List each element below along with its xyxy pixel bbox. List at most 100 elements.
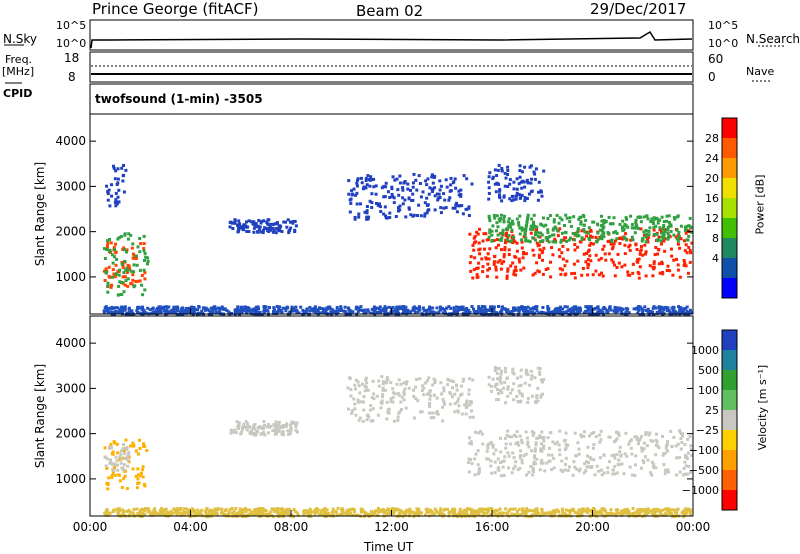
power-panel-cell — [565, 216, 569, 220]
power-panel-cell — [507, 248, 511, 252]
velocity-panel-cell — [670, 512, 673, 515]
power-panel-cell — [515, 241, 519, 245]
velocity-panel-cell — [237, 426, 240, 430]
power-panel-cell — [483, 247, 486, 251]
power-panel-cell — [428, 186, 432, 190]
velocity-panel-frame — [89, 315, 694, 517]
velocity-panel-cell — [349, 394, 353, 398]
velocity-panel-cell — [540, 507, 544, 511]
velocity-panel-cell — [558, 448, 562, 452]
velocity-panel-cell — [510, 388, 514, 392]
velocity-panel-cell — [665, 509, 669, 513]
power-panel-cell — [384, 308, 388, 312]
velocity-panel-cell — [348, 508, 352, 512]
power-panel-cell — [534, 307, 538, 311]
power-panel-cell — [557, 306, 561, 310]
velocity-panel-cell — [143, 484, 147, 488]
velocity-panel-cell — [367, 513, 371, 517]
power-panel-cell — [449, 176, 453, 180]
velocity-panel-cell — [175, 507, 179, 511]
velocity-panel-cell — [644, 432, 648, 436]
velocity-panel-cell — [392, 512, 396, 516]
power-panel-cell — [564, 236, 567, 240]
power-panel-cell — [409, 188, 412, 192]
power-panel-cell — [146, 262, 149, 266]
power-panel-cell — [386, 190, 390, 194]
power-panel-cell — [520, 170, 524, 174]
velocity-panel-cell — [644, 510, 648, 514]
power-panel-cell — [349, 201, 353, 205]
velocity-panel-cell — [525, 436, 529, 440]
power-panel-cell — [659, 306, 663, 310]
power-panel-cell — [407, 196, 411, 200]
cpid-label: CPID — [3, 87, 33, 100]
power-panel-cell — [449, 306, 453, 310]
power-panel-cell — [512, 235, 516, 239]
power-panel-cell — [554, 240, 558, 244]
power-panel-cell — [464, 207, 468, 211]
power-panel-cell — [492, 260, 496, 264]
power-panel-cell — [418, 182, 422, 185]
power-panel-cell — [524, 236, 528, 240]
power-panel-cell — [572, 262, 576, 266]
power-panel-cell — [517, 182, 521, 186]
power-panel-cell — [583, 230, 587, 234]
power-panel-cell — [517, 306, 521, 310]
power-panel-cell — [658, 309, 662, 312]
power-panel-cell — [566, 309, 570, 313]
power-panel-cell — [637, 308, 641, 312]
power-panel-cell — [552, 311, 556, 314]
velocity-panel-cell — [572, 460, 576, 464]
power-panel-colorbar-segment — [722, 238, 737, 259]
velocity-panel-cell — [553, 442, 557, 446]
velocity-panel-cell — [487, 457, 490, 461]
velocity-panel-cell — [386, 378, 390, 382]
velocity-panel-cell — [370, 396, 374, 400]
power-panel-cell — [558, 308, 562, 312]
velocity-panel-cell — [573, 465, 577, 469]
power-panel-cell — [645, 214, 649, 218]
power-panel-cell — [636, 258, 639, 262]
velocity-panel-cell — [481, 442, 485, 446]
velocity-panel-cell — [680, 511, 684, 515]
power-panel-cell — [676, 268, 680, 272]
power-panel-cell — [384, 214, 388, 218]
velocity-panel-cell — [284, 511, 287, 515]
power-panel-cell — [122, 173, 126, 177]
velocity-panel-cell — [575, 467, 579, 471]
velocity-panel-cell — [361, 509, 365, 513]
power-panel-cell — [586, 266, 590, 270]
power-panel-cell — [493, 311, 497, 315]
power-panel-cell — [652, 225, 656, 229]
velocity-panel-cell — [158, 508, 162, 512]
power-panel-cell — [347, 179, 351, 183]
velocity-panel-cell — [511, 370, 515, 374]
velocity-panel-cell — [363, 389, 367, 393]
power-panel-cell — [486, 268, 490, 272]
power-panel-cell — [162, 305, 166, 309]
velocity-panel-colorbar-tick-label: −500 — [689, 464, 719, 477]
velocity-panel-cell — [433, 381, 437, 385]
power-panel-cell — [131, 252, 135, 256]
power-panel-cell — [534, 238, 537, 242]
velocity-panel-cell — [657, 508, 661, 512]
velocity-panel-colorbar-segment — [722, 330, 737, 351]
power-panel-cell — [401, 196, 405, 200]
velocity-panel-cell — [244, 508, 248, 512]
velocity-panel-cell — [433, 507, 437, 511]
velocity-panel-cell — [138, 510, 142, 513]
power-panel-cell — [535, 231, 539, 235]
power-panel-cell — [601, 274, 605, 278]
velocity-panel-cell — [354, 378, 358, 382]
power-panel-cell — [425, 183, 429, 187]
velocity-panel-cell — [230, 507, 234, 510]
power-panel-cell — [390, 185, 394, 189]
xtick-label: 12:00 — [374, 520, 409, 534]
velocity-panel-cell — [597, 469, 601, 473]
power-panel-cell — [487, 235, 491, 239]
velocity-panel-cell — [286, 510, 290, 514]
velocity-panel-cell — [501, 465, 505, 469]
power-panel-cell — [107, 188, 111, 192]
power-panel-cell — [384, 181, 388, 185]
velocity-panel-cell — [369, 513, 373, 517]
